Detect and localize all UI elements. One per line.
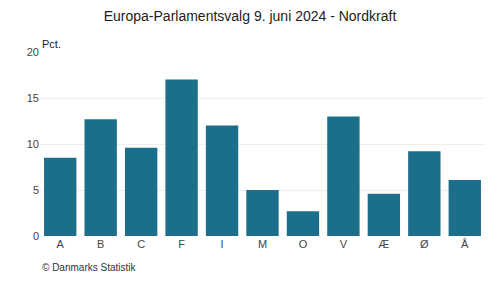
svg-text:C: C [137,238,145,250]
svg-text:15: 15 [27,92,39,104]
svg-text:Æ: Æ [378,238,389,250]
svg-text:B: B [97,238,104,250]
svg-text:Pct.: Pct. [42,38,61,50]
svg-text:M: M [258,238,267,250]
svg-text:Europa-Parlamentsvalg 9. juni: Europa-Parlamentsvalg 9. juni 2024 - Nor… [104,8,397,24]
svg-text:A: A [57,238,65,250]
svg-text:I: I [221,238,224,250]
svg-text:O: O [299,238,308,250]
svg-text:0: 0 [33,230,39,242]
svg-text:5: 5 [33,184,39,196]
svg-text:Å: Å [461,238,469,250]
svg-text:20: 20 [27,46,39,58]
svg-text:F: F [178,238,185,250]
svg-text:Ø: Ø [420,238,429,250]
svg-text:© Danmarks Statistik: © Danmarks Statistik [42,262,137,273]
svg-text:V: V [340,238,348,250]
svg-text:10: 10 [27,138,39,150]
